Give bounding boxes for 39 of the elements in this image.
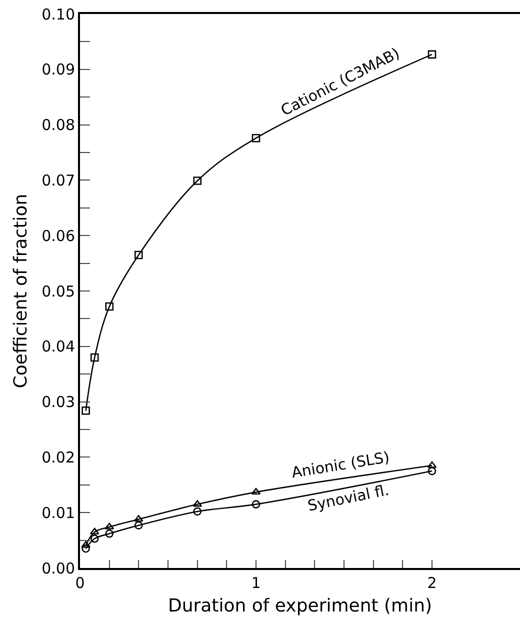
point (81, 541, 90, 548)
text: Anionic (SLS) (290, 448, 391, 482)
point (134, 521, 143, 530)
y-axis-title: Coefficient of fraction (10, 194, 32, 388)
y-tick-label: 0.07 (42, 171, 75, 190)
point (193, 176, 202, 185)
x-tick-label: 0 (75, 574, 85, 592)
point (427, 461, 437, 468)
point (252, 500, 260, 508)
y-tick-label: 0.01 (42, 504, 75, 522)
x-tick-label: 1 (251, 574, 261, 592)
x-axis-title: Duration of experiment (min) (168, 596, 432, 617)
y-tick-label: 0.06 (42, 226, 75, 245)
point (104, 522, 114, 530)
point (82, 544, 90, 553)
point (428, 50, 436, 59)
y-tick-label: 0.05 (42, 282, 75, 300)
point (134, 515, 144, 522)
point (82, 406, 90, 415)
point (105, 530, 114, 538)
point (252, 134, 260, 142)
point (192, 500, 202, 507)
y-tick-label: 0.03 (42, 393, 75, 412)
point (193, 507, 202, 516)
y-tick-label: 0.08 (42, 116, 75, 134)
point (90, 353, 99, 362)
y-tick-label: 0.02 (42, 448, 75, 466)
x-tick-label: 2 (427, 574, 437, 592)
point (105, 302, 114, 311)
y-tick-label: 0.09 (42, 60, 75, 79)
point (251, 488, 261, 494)
y-tick-label: 0.10 (42, 5, 75, 24)
point (90, 528, 100, 534)
y-tick-label: 0.04 (42, 338, 75, 356)
point (428, 466, 436, 476)
point (90, 534, 99, 543)
point (134, 250, 143, 260)
text: Synovial fl. (306, 480, 391, 515)
y-tick-label: 0.00 (42, 559, 75, 578)
